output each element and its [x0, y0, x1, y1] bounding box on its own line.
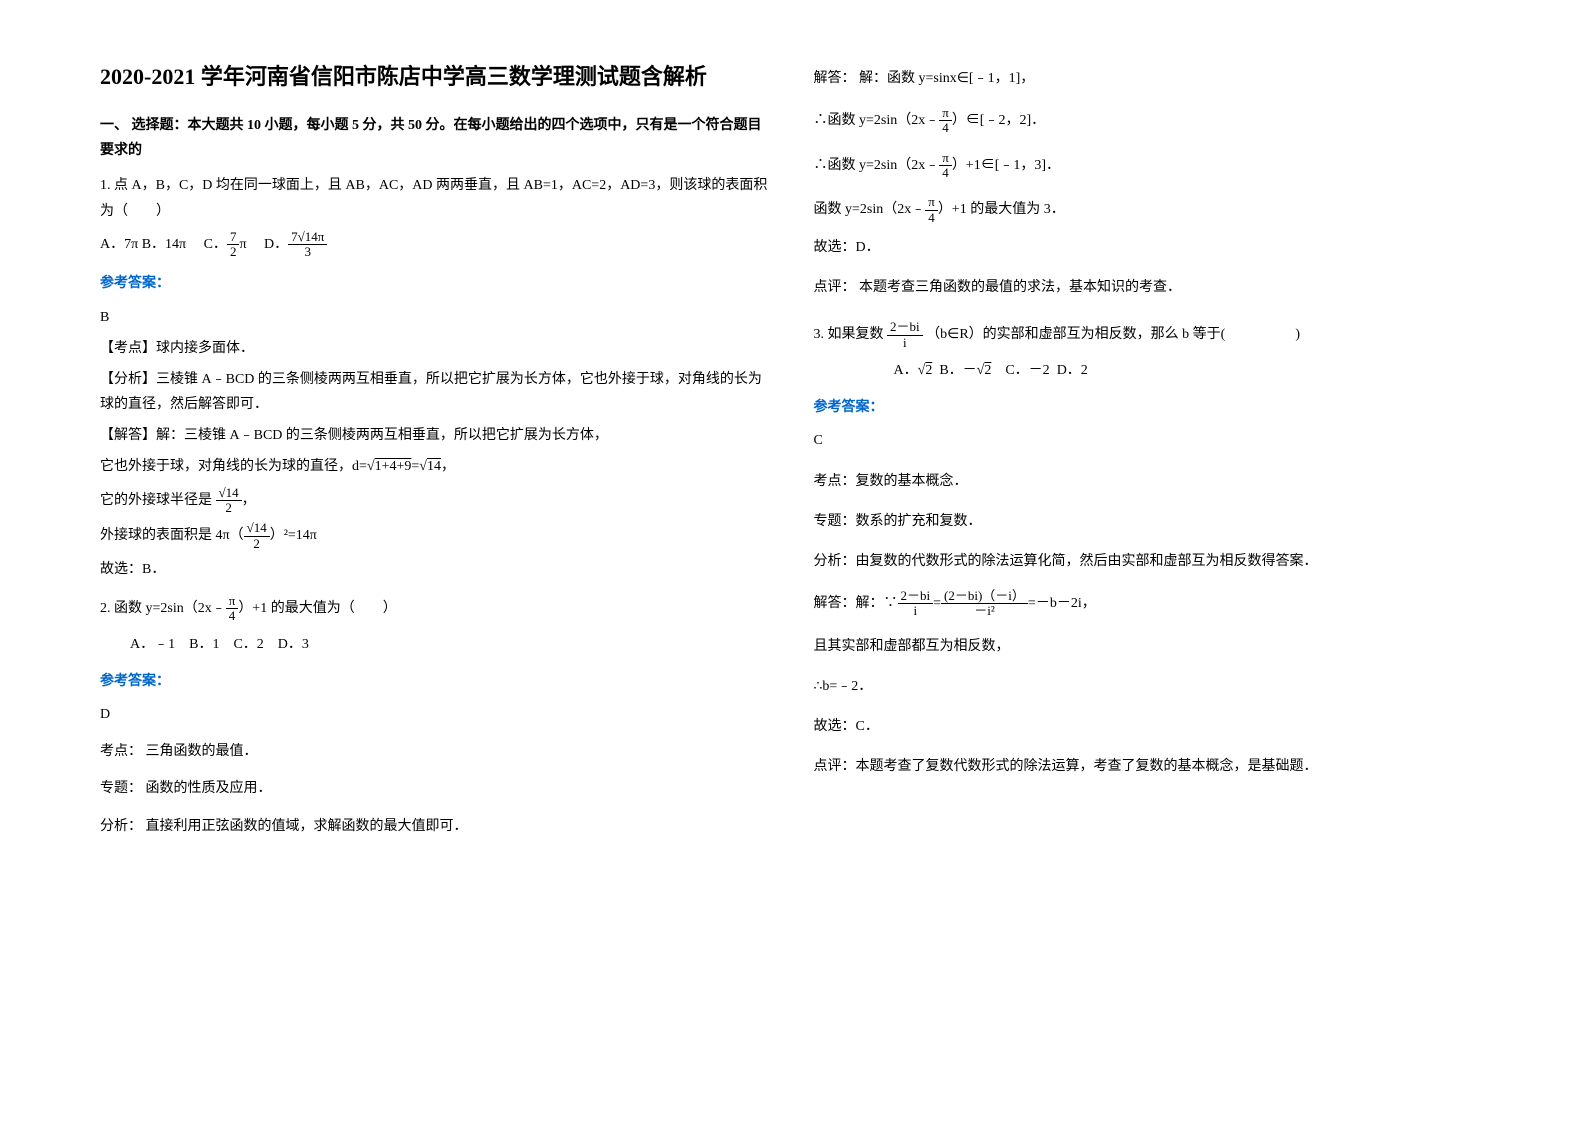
q1-opt-d-prefix: D． [264, 237, 288, 252]
q1-jieda4: 外接球的表面积是 4π（√142）²=14π [100, 521, 774, 551]
q1-opt-d-frac: 7√14π3 [288, 230, 327, 260]
q1-kaodian: 【考点】球内接多面体． [100, 336, 774, 361]
q1-opt-c-frac: 72 [227, 230, 240, 260]
q1-jieda2: 它也外接于球，对角线的长为球的直径，d=√1+4+9=√14， [100, 454, 774, 479]
q1-fenxi: 【分析】三棱锥 A﹣BCD 的三条侧棱两两互相垂直，所以把它扩展为长方体，它也外… [100, 367, 774, 417]
q2-jieda5: 故选：D． [814, 235, 1488, 260]
q2-answer: D [100, 702, 774, 727]
q2-jieda2: ∴函数 y=2sin（2x﹣π4）∈[﹣2，2]． [814, 106, 1488, 136]
page-title: 2020-2021 学年河南省信阳市陈店中学高三数学理测试题含解析 [100, 60, 774, 93]
q1-opt-a: A．7π [100, 237, 138, 252]
q3-answer-label: 参考答案： [814, 395, 1488, 420]
question-1-options: A．7π B．14π C．72π D．7√14π3 [100, 230, 774, 260]
q2-jieda1: 解答： 解：函数 y=sinx∈[﹣1，1]， [814, 66, 1488, 91]
q1-answer-label: 参考答案： [100, 271, 774, 296]
q1-opt-c-prefix: C． [204, 237, 227, 252]
q2-answer-label: 参考答案： [100, 669, 774, 694]
q3-jieda1: 解答：解：∵2－bii=(2－bi)（－i）－i²=－b－2i， [814, 589, 1488, 619]
q3-jieda4: 故选：C． [814, 714, 1488, 739]
q2-kaodian: 考点： 三角函数的最值． [100, 739, 774, 764]
left-column: 2020-2021 学年河南省信阳市陈店中学高三数学理测试题含解析 一、 选择题… [80, 60, 794, 1062]
q3-options: A．√2 B．－√2 C．－2 D．2 [814, 358, 1488, 383]
q2-dianping: 点评： 本题考查三角函数的最值的求法，基本知识的考查． [814, 275, 1488, 300]
q3-fenxi: 分析：由复数的代数形式的除法运算化简，然后由实部和虚部互为相反数得答案． [814, 549, 1488, 574]
q1-jieda5: 故选：B． [100, 557, 774, 582]
q2-zhuanti: 专题： 函数的性质及应用． [100, 776, 774, 801]
right-column: 解答： 解：函数 y=sinx∈[﹣1，1]， ∴函数 y=2sin（2x﹣π4… [794, 60, 1508, 1062]
q1-answer: B [100, 305, 774, 330]
q1-jieda3: 它的外接球半径是 √142， [100, 486, 774, 516]
question-3-text: 3. 如果复数 2－bii （b∈R）的实部和虚部互为相反数，那么 b 等于( … [814, 320, 1488, 350]
section-heading: 一、 选择题：本大题共 10 小题，每小题 5 分，共 50 分。在每小题给出的… [100, 113, 774, 163]
q3-kaodian: 考点：复数的基本概念． [814, 469, 1488, 494]
q1-jieda1: 【解答】解：三棱锥 A﹣BCD 的三条侧棱两两互相垂直，所以把它扩展为长方体， [100, 423, 774, 448]
q2-jieda4: 函数 y=2sin（2x﹣π4）+1 的最大值为 3． [814, 195, 1488, 225]
question-1-text: 1. 点 A，B，C，D 均在同一球面上，且 AB，AC，AD 两两垂直，且 A… [100, 173, 774, 223]
q2-options: A．﹣1 B．1 C．2 D．3 [100, 632, 774, 657]
q2-jieda3: ∴函数 y=2sin（2x﹣π4）+1∈[﹣1，3]． [814, 151, 1488, 181]
q3-zhuanti: 专题：数系的扩充和复数． [814, 509, 1488, 534]
q3-jieda3: ∴b=﹣2． [814, 674, 1488, 699]
q3-dianping: 点评：本题考查了复数代数形式的除法运算，考查了复数的基本概念，是基础题． [814, 754, 1488, 779]
q1-opt-c-suffix: π [239, 237, 246, 252]
q1-opt-b: B．14π [142, 237, 186, 252]
q3-answer: C [814, 428, 1488, 453]
question-2-text: 2. 函数 y=2sin（2x﹣π4）+1 的最大值为（ ） [100, 594, 774, 624]
q3-jieda2: 且其实部和虚部都互为相反数， [814, 634, 1488, 659]
q2-fenxi: 分析： 直接利用正弦函数的值域，求解函数的最大值即可． [100, 814, 774, 839]
